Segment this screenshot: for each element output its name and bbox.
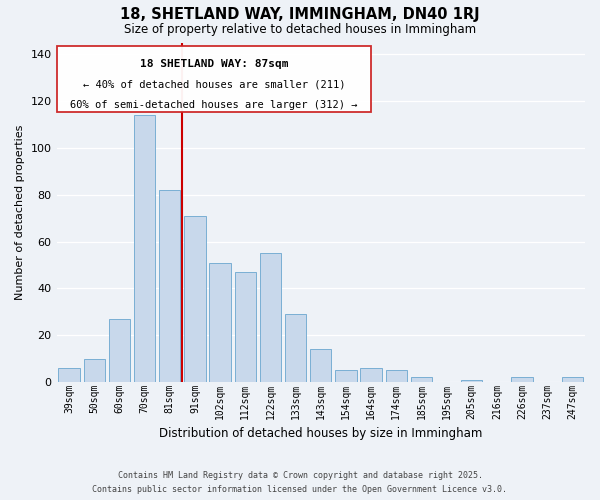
Text: 18 SHETLAND WAY: 87sqm: 18 SHETLAND WAY: 87sqm	[140, 60, 288, 70]
X-axis label: Distribution of detached houses by size in Immingham: Distribution of detached houses by size …	[159, 427, 482, 440]
Text: ← 40% of detached houses are smaller (211): ← 40% of detached houses are smaller (21…	[83, 80, 345, 90]
Bar	[411, 378, 432, 382]
Bar	[562, 378, 583, 382]
Bar	[285, 314, 307, 382]
Bar	[461, 380, 482, 382]
Bar	[260, 253, 281, 382]
Text: 60% of semi-detached houses are larger (312) →: 60% of semi-detached houses are larger (…	[70, 100, 358, 110]
Bar	[184, 216, 206, 382]
Bar	[310, 349, 331, 382]
Bar	[134, 115, 155, 382]
Bar	[386, 370, 407, 382]
Bar	[109, 319, 130, 382]
Bar	[209, 262, 231, 382]
FancyBboxPatch shape	[56, 46, 371, 112]
Bar	[335, 370, 356, 382]
Bar	[83, 358, 105, 382]
Y-axis label: Number of detached properties: Number of detached properties	[15, 124, 25, 300]
Text: Contains HM Land Registry data © Crown copyright and database right 2025.
Contai: Contains HM Land Registry data © Crown c…	[92, 472, 508, 494]
Bar	[58, 368, 80, 382]
Bar	[159, 190, 181, 382]
Bar	[511, 378, 533, 382]
Text: 18, SHETLAND WAY, IMMINGHAM, DN40 1RJ: 18, SHETLAND WAY, IMMINGHAM, DN40 1RJ	[120, 8, 480, 22]
Text: Size of property relative to detached houses in Immingham: Size of property relative to detached ho…	[124, 22, 476, 36]
Bar	[361, 368, 382, 382]
Bar	[235, 272, 256, 382]
